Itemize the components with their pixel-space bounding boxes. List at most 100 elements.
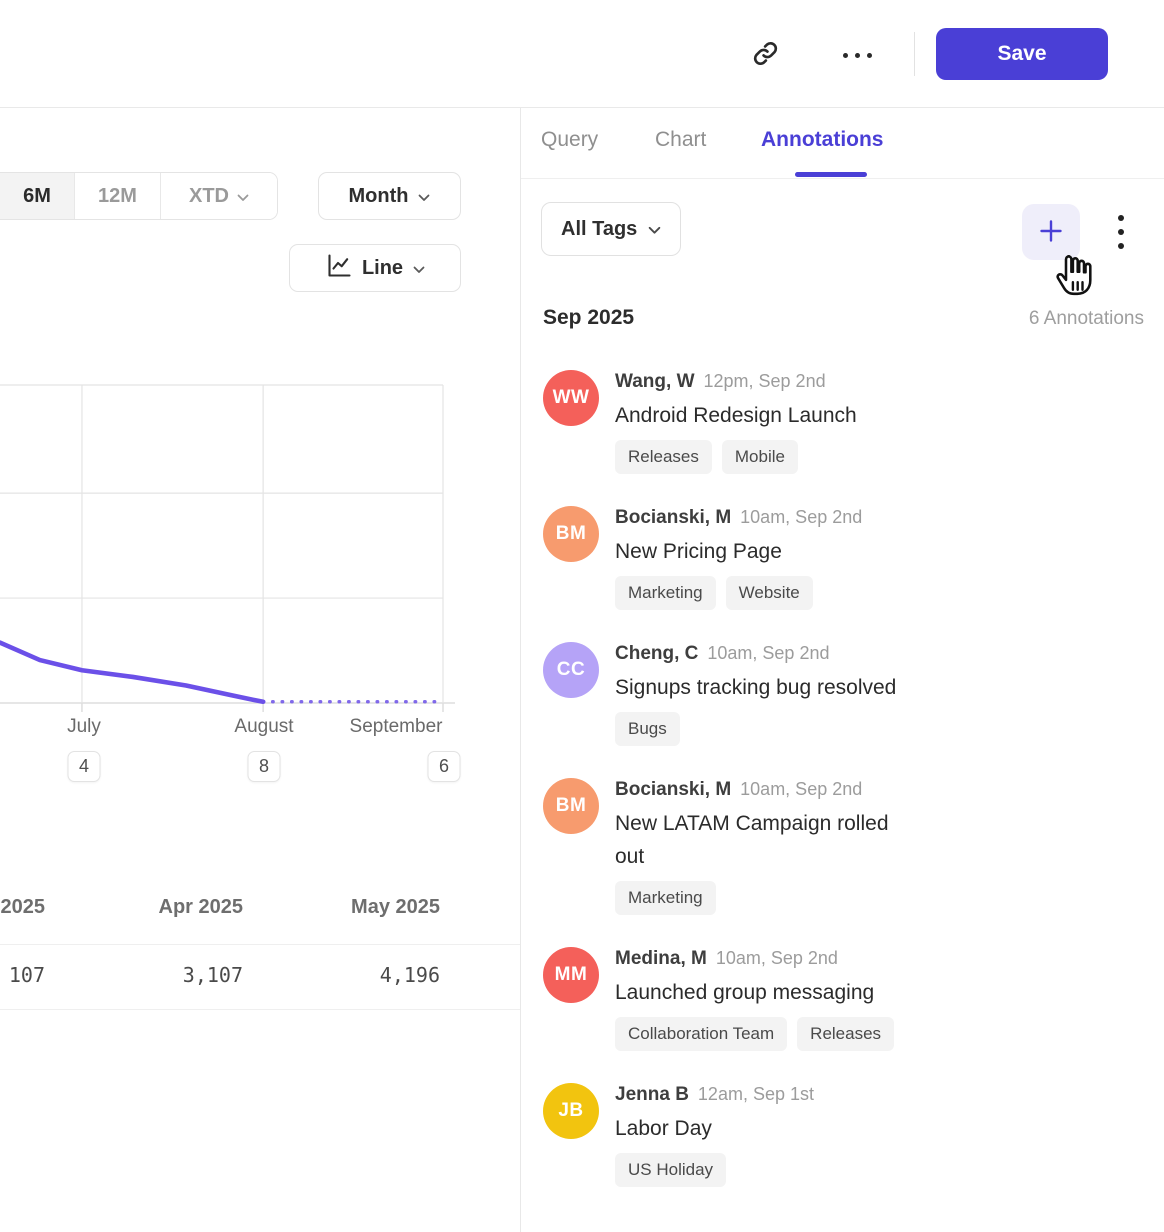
interval-dropdown-label: Month — [348, 184, 409, 207]
avatar-initials: WW — [552, 387, 590, 408]
range-option-xtd[interactable]: XTD — [160, 173, 277, 219]
table-value-may: 4,196 — [379, 963, 440, 987]
annotation-item[interactable]: JB Jenna B 12am, Sep 1st Labor Day US Ho… — [543, 1083, 1154, 1187]
panel-tab-bar: Query Chart Annotations — [521, 108, 1164, 179]
annotation-author: Jenna B — [615, 1084, 689, 1105]
annotation-author: Wang, W — [615, 371, 695, 392]
line-chart-icon — [325, 252, 352, 285]
annotation-tags: Collaboration Team Releases — [615, 1017, 895, 1051]
annotation-author: Bocianski, M — [615, 507, 732, 528]
annotation-tag-chip[interactable]: Mobile — [721, 440, 798, 474]
x-axis-label-august: August — [234, 716, 294, 737]
table-divider — [0, 944, 520, 945]
avatar: BM — [543, 778, 599, 834]
annotations-count: 6 Annotations — [1028, 308, 1144, 329]
x-axis-label-september: September — [349, 716, 443, 737]
annotation-author: Bocianski, M — [615, 779, 732, 800]
annotation-content: Jenna B 12am, Sep 1st Labor Day US Holid… — [615, 1083, 814, 1187]
annotation-count-badge-july[interactable]: 4 — [67, 751, 101, 782]
table-header-apr: Apr 2025 — [158, 896, 244, 918]
annotation-item[interactable]: BM Bocianski, M 10am, Sep 2nd New Pricin… — [543, 506, 1154, 610]
line-chart-svg — [0, 384, 455, 712]
annotation-title: Launched group messaging — [615, 981, 875, 1004]
tab-chart[interactable]: Chart — [655, 128, 707, 151]
tag-filter-label: All Tags — [561, 217, 638, 240]
avatar: JB — [543, 1083, 599, 1139]
chart-type-dropdown[interactable]: Line — [289, 244, 461, 292]
annotation-timestamp: 12pm, Sep 2nd — [703, 371, 826, 391]
annotation-tag-chip[interactable]: Marketing — [615, 576, 716, 610]
x-axis-label-july: July — [67, 716, 101, 737]
top-bar: Save — [0, 0, 1164, 108]
annotations-menu-button[interactable] — [1099, 204, 1143, 260]
annotation-content: Medina, M 10am, Sep 2nd Launched group m… — [615, 947, 895, 1051]
chart-series-actual — [0, 640, 266, 705]
annotation-tag-chip[interactable]: US Holiday — [615, 1153, 727, 1187]
annotation-tags: Releases Mobile — [615, 440, 857, 474]
active-tab-indicator — [795, 172, 867, 177]
chevron-down-icon — [418, 185, 430, 208]
more-options-button[interactable] — [836, 40, 878, 70]
annotation-timestamp: 10am, Sep 2nd — [715, 948, 838, 968]
annotation-tag-chip[interactable]: Collaboration Team — [615, 1017, 788, 1051]
annotation-tags: US Holiday — [615, 1153, 814, 1187]
annotation-tag-chip[interactable]: Releases — [797, 1017, 895, 1051]
range-option-xtd-label: XTD — [189, 184, 229, 207]
ellipsis-icon — [842, 52, 872, 58]
annotation-item[interactable]: CC Cheng, C 10am, Sep 2nd Signups tracki… — [543, 642, 1154, 746]
kebab-icon — [1118, 215, 1124, 249]
annotation-item[interactable]: BM Bocianski, M 10am, Sep 2nd New LATAM … — [543, 778, 1154, 915]
chart-type-dropdown-label: Line — [361, 256, 404, 279]
avatar-initials: JB — [558, 1100, 584, 1121]
annotation-timestamp: 10am, Sep 2nd — [707, 643, 830, 663]
annotation-timestamp: 12am, Sep 1st — [697, 1084, 814, 1104]
annotation-count-badge-september[interactable]: 6 — [427, 751, 461, 782]
range-option-12m[interactable]: 12M — [74, 173, 160, 219]
annotation-tag-chip[interactable]: Marketing — [615, 881, 716, 915]
annotation-tags: Marketing Website — [615, 576, 862, 610]
range-option-6m[interactable]: 6M — [0, 173, 74, 219]
tag-filter-dropdown[interactable]: All Tags — [541, 202, 682, 256]
avatar-initials: MM — [554, 964, 588, 985]
save-button[interactable]: Save — [936, 28, 1108, 80]
annotation-title: New Pricing Page — [615, 540, 782, 563]
annotation-title: Android Redesign Launch — [615, 404, 857, 427]
copy-link-button[interactable] — [748, 38, 782, 72]
tab-annotations[interactable]: Annotations — [761, 128, 884, 151]
avatar: MM — [543, 947, 599, 1003]
annotation-content: Cheng, C 10am, Sep 2nd Signups tracking … — [615, 642, 896, 746]
avatar-initials: BM — [555, 795, 587, 816]
table-header-mar: 2025 — [0, 896, 46, 918]
annotation-count-badge-august[interactable]: 8 — [247, 751, 281, 782]
avatar: BM — [543, 506, 599, 562]
chart-panel: 6M 12M XTD Month Line July August Septembe… — [0, 108, 520, 1232]
annotation-tags: Marketing — [615, 881, 907, 915]
link-icon — [751, 39, 780, 71]
chevron-down-icon — [413, 257, 425, 280]
annotation-tag-chip[interactable]: Website — [725, 576, 813, 610]
annotation-content: Bocianski, M 10am, Sep 2nd New LATAM Cam… — [615, 778, 907, 915]
line-chart[interactable] — [0, 380, 460, 720]
annotation-item[interactable]: WW Wang, W 12pm, Sep 2nd Android Redesig… — [543, 370, 1154, 474]
avatar: WW — [543, 370, 599, 426]
annotation-item[interactable]: MM Medina, M 10am, Sep 2nd Launched grou… — [543, 947, 1154, 1051]
annotation-content: Bocianski, M 10am, Sep 2nd New Pricing P… — [615, 506, 862, 610]
plus-icon — [1037, 217, 1065, 248]
chevron-down-icon — [648, 218, 661, 241]
interval-dropdown[interactable]: Month — [318, 172, 461, 220]
add-annotation-button[interactable] — [1022, 204, 1080, 260]
annotations-list: WW Wang, W 12pm, Sep 2nd Android Redesig… — [543, 370, 1154, 1219]
annotation-author: Cheng, C — [615, 643, 699, 664]
date-range-segmented-control: 6M 12M XTD — [0, 172, 278, 220]
annotation-tag-chip[interactable]: Bugs — [615, 712, 680, 746]
table-value-apr: 3,107 — [182, 963, 243, 987]
avatar: CC — [543, 642, 599, 698]
table-header-may: May 2025 — [351, 896, 440, 918]
annotations-group-header: Sep 2025 6 Annotations — [543, 306, 1144, 330]
tab-query[interactable]: Query — [541, 128, 599, 151]
annotation-author: Medina, M — [615, 948, 707, 969]
topbar-divider — [914, 32, 915, 76]
annotation-tag-chip[interactable]: Releases — [615, 440, 712, 474]
annotations-panel: Query Chart Annotations All Tags Sep 202… — [520, 108, 1164, 1232]
chevron-down-icon — [237, 185, 249, 208]
